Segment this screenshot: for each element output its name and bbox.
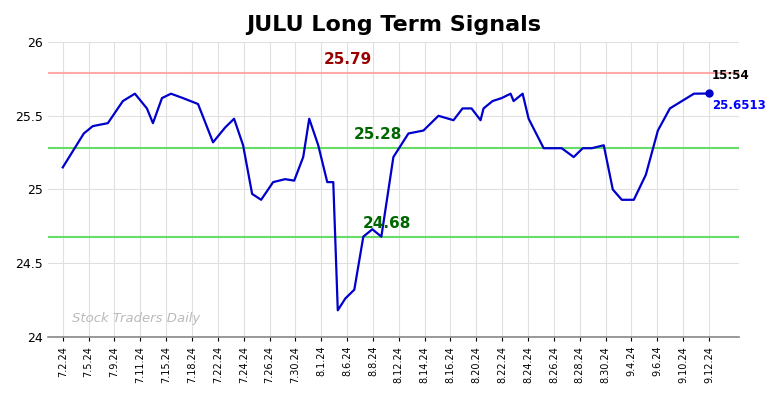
- Text: 25.79: 25.79: [324, 52, 372, 67]
- Text: 25.28: 25.28: [354, 127, 402, 142]
- Title: JULU Long Term Signals: JULU Long Term Signals: [246, 15, 541, 35]
- Text: Stock Traders Daily: Stock Traders Daily: [72, 312, 200, 325]
- Text: 24.68: 24.68: [363, 216, 412, 231]
- Text: 25.6513: 25.6513: [712, 100, 766, 112]
- Text: 15:54: 15:54: [712, 69, 750, 82]
